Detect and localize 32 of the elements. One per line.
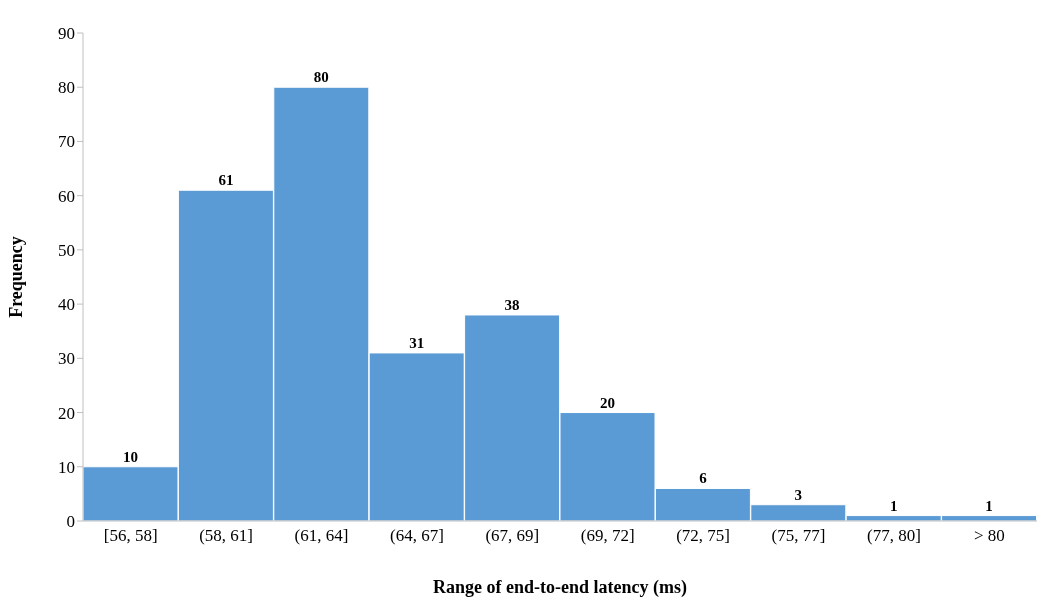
x-tick-label: (58, 61] — [199, 526, 254, 546]
y-tick-label: 20 — [58, 403, 75, 423]
x-tick-label: (61, 64] — [294, 526, 349, 546]
y-axis-title: Frequency — [6, 236, 27, 318]
data-label: 1 — [889, 497, 898, 514]
x-tick-label: > 80 — [973, 526, 1005, 546]
data-label: 61 — [218, 172, 234, 189]
y-tick-label: 80 — [58, 78, 75, 98]
data-label: 31 — [409, 334, 425, 351]
x-tick-label: [56, 58] — [103, 526, 158, 546]
x-tick-label: (67, 69] — [485, 526, 540, 546]
data-label: 6 — [699, 470, 708, 487]
x-tick-label: (75, 77] — [771, 526, 826, 546]
data-label: 38 — [504, 296, 520, 313]
y-tick-label: 40 — [58, 295, 75, 315]
y-tick-label: 0 — [66, 512, 75, 532]
data-label: 20 — [600, 394, 615, 411]
y-tick-label: 10 — [58, 457, 75, 477]
y-tick-label: 90 — [58, 24, 75, 44]
x-axis-title: Range of end-to-end latency (ms) — [433, 577, 687, 598]
data-label: 1 — [985, 497, 993, 514]
x-tick-label: (77, 80] — [866, 526, 921, 546]
x-tick-label: (69, 72] — [580, 526, 635, 546]
data-label: 3 — [794, 486, 803, 503]
x-tick-label: (72, 75] — [676, 526, 731, 546]
x-tick-label: (64, 67] — [389, 526, 444, 546]
y-tick-label: 70 — [58, 132, 75, 152]
y-tick-label: 30 — [58, 349, 75, 369]
y-tick-label: 60 — [58, 186, 75, 206]
y-tick-label: 50 — [58, 240, 75, 260]
data-label: 80 — [313, 69, 329, 86]
data-label: 10 — [123, 448, 138, 465]
